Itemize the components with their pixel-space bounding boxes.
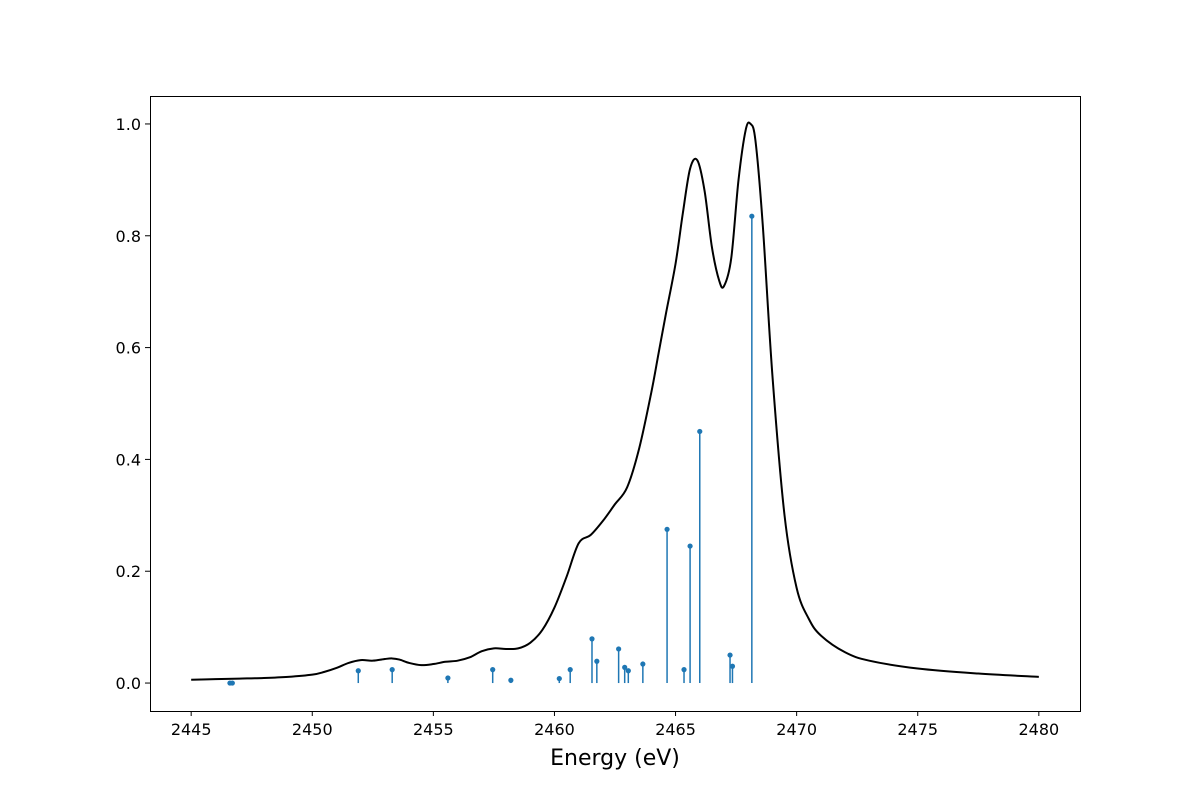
stem-marker	[664, 526, 670, 532]
broadened-spectrum	[191, 121, 1039, 681]
x-tick-label: 2465	[655, 720, 696, 739]
y-tick-label: 0.8	[116, 227, 141, 246]
y-axis: 0.0 0.2 0.4 0.6 0.8 1.0	[116, 115, 150, 693]
x-tick-label: 2450	[292, 720, 333, 739]
x-tick-label: 2480	[1018, 720, 1059, 739]
y-tick-label: 0.0	[116, 674, 141, 693]
stem-marker	[389, 667, 395, 673]
stem-marker	[589, 636, 595, 642]
x-tick-label: 2445	[171, 720, 212, 739]
plot-frame	[150, 96, 1081, 712]
spectrum-line	[191, 121, 1039, 681]
stem-marker	[681, 667, 687, 673]
y-tick-label: 0.6	[116, 339, 141, 358]
stem-marker	[508, 677, 514, 683]
stem-marker	[490, 667, 496, 673]
x-tick-label: 2460	[534, 720, 575, 739]
stem-marker	[229, 680, 235, 686]
stem-marker	[697, 428, 703, 435]
stem-marker	[445, 675, 451, 681]
stem-marker	[749, 213, 755, 219]
stem-marker	[616, 646, 622, 652]
x-axis-label: Energy (eV)	[550, 746, 680, 771]
x-axis: 2445 2450 2455 2460 2465 2470 2475 2480	[171, 711, 1059, 739]
stem-marker	[729, 663, 736, 669]
x-tick-label: 2475	[897, 720, 938, 739]
stem-marker	[556, 675, 562, 682]
stick-spectrum	[227, 213, 755, 686]
x-tick-label: 2455	[413, 720, 454, 739]
stem-marker	[355, 668, 361, 674]
stem-marker	[567, 667, 573, 673]
stem-marker	[622, 664, 628, 670]
stem-marker	[640, 661, 646, 667]
stem-marker	[625, 668, 631, 674]
stem-marker	[594, 658, 600, 664]
x-tick-label: 2470	[776, 720, 817, 739]
stem-marker	[727, 652, 733, 658]
y-tick-label: 1.0	[116, 115, 141, 134]
stem-marker	[687, 543, 693, 549]
y-tick-label: 0.4	[116, 450, 141, 469]
y-tick-label: 0.2	[116, 562, 141, 581]
